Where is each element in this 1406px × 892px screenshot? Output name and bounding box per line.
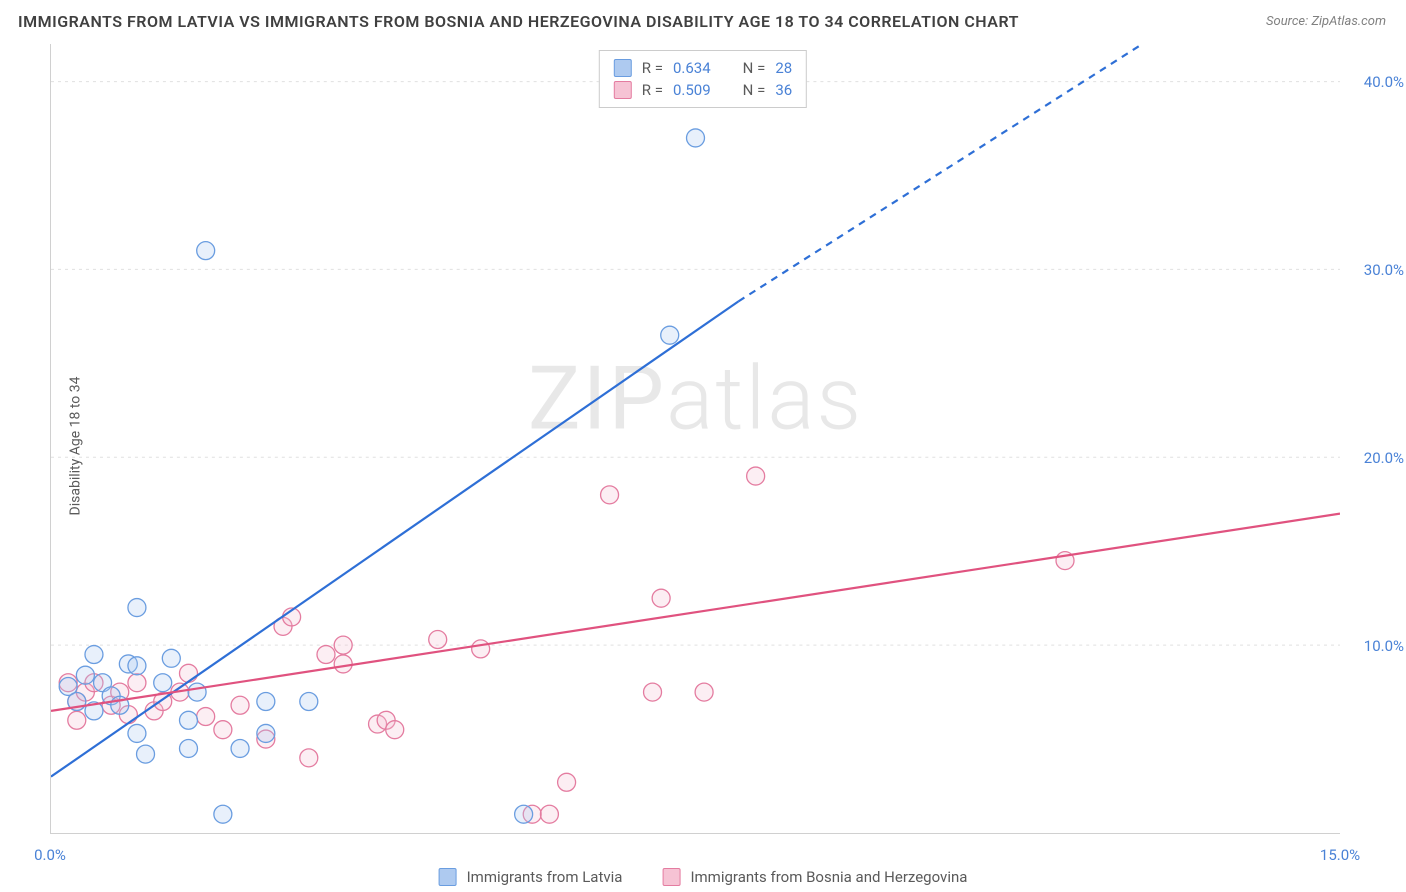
legend-stats: R = 0.634 N = 28 R = 0.509 N = 36 [599,50,807,108]
legend-item-1: Immigrants from Latvia [439,868,623,886]
legend-label-2: Immigrants from Bosnia and Herzegovina [690,868,967,886]
y-tick-label: 10.0% [1364,637,1404,655]
x-tick-label: 15.0% [1320,846,1360,864]
x-tick-label: 0.0% [34,846,66,864]
legend-stats-row-2: R = 0.509 N = 36 [614,79,792,101]
n-label-1: N = [743,59,766,77]
legend-series: Immigrants from Latvia Immigrants from B… [439,868,968,886]
legend-item-2: Immigrants from Bosnia and Herzegovina [662,868,967,886]
source-value: ZipAtlas.com [1311,14,1386,29]
plot-svg [51,44,1340,833]
swatch-bottom-1 [439,868,457,886]
legend-stats-row-1: R = 0.634 N = 28 [614,57,792,79]
source-label: Source: [1266,14,1308,29]
n-label-2: N = [743,81,766,99]
chart-title: IMMIGRANTS FROM LATVIA VS IMMIGRANTS FRO… [18,12,1019,31]
n-value-1: 28 [775,59,792,77]
n-value-2: 36 [775,81,792,99]
y-tick-label: 30.0% [1364,261,1404,279]
plot-area: ZIPatlas 10.0%20.0%30.0%40.0% [50,44,1340,834]
y-tick-label: 20.0% [1364,449,1404,467]
r-label-1: R = [642,59,663,77]
swatch-series-2 [614,81,632,99]
swatch-bottom-2 [662,868,680,886]
r-value-2: 0.509 [673,81,711,99]
source-attribution: Source: ZipAtlas.com [1266,14,1386,29]
legend-label-1: Immigrants from Latvia [467,868,623,886]
y-tick-label: 40.0% [1364,73,1404,91]
r-label-2: R = [642,81,663,99]
r-value-1: 0.634 [673,59,711,77]
swatch-series-1 [614,59,632,77]
correlation-chart: IMMIGRANTS FROM LATVIA VS IMMIGRANTS FRO… [0,0,1406,892]
